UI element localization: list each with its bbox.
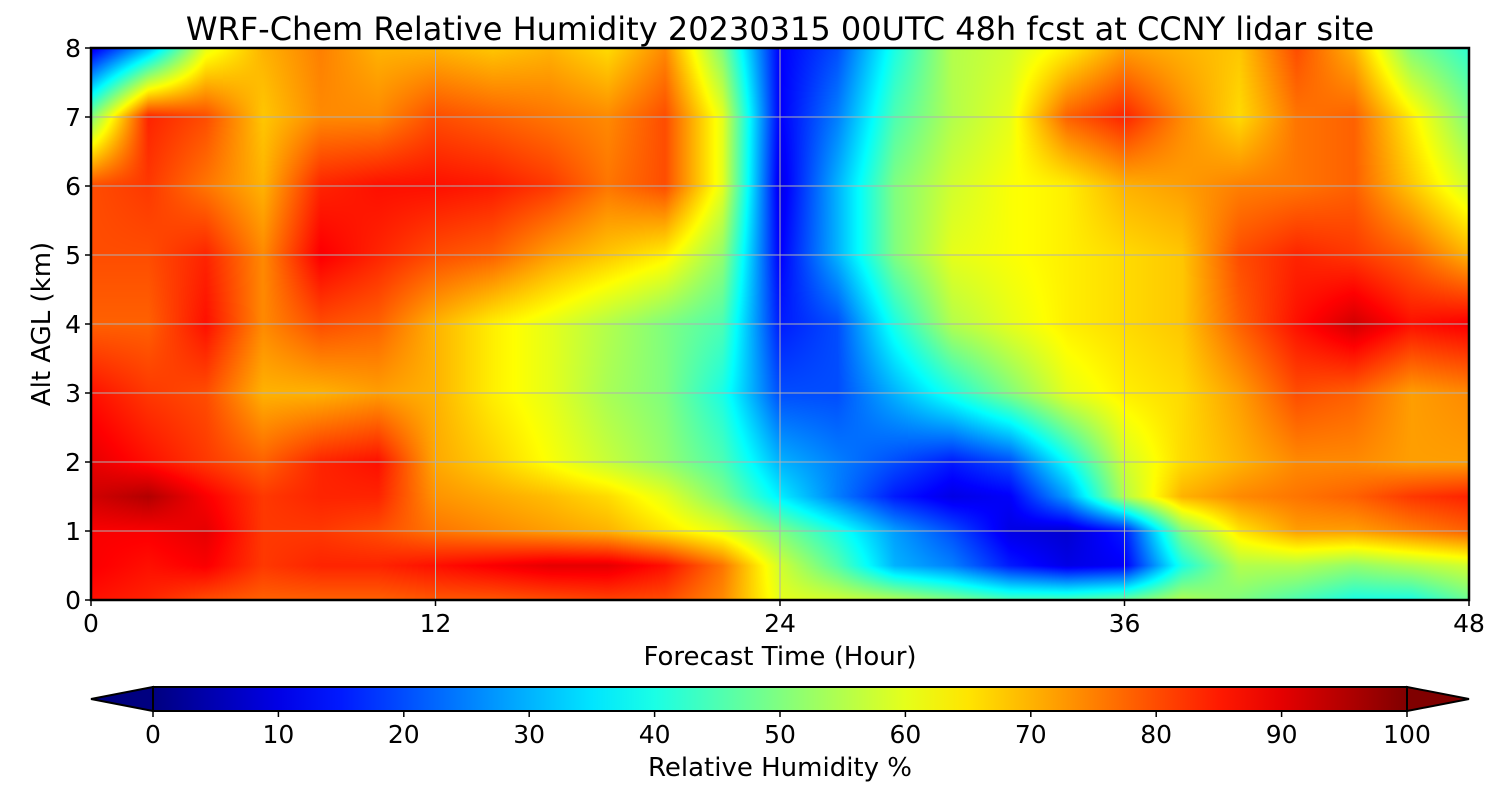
x-axis-label: Forecast Time (Hour)	[643, 642, 916, 672]
y-tick-label: 6	[65, 172, 81, 201]
colorbar-tick-label: 100	[1383, 720, 1431, 749]
chart-title: WRF-Chem Relative Humidity 20230315 00UT…	[186, 10, 1374, 48]
colorbar-ticks: 0 10 20 30 40 50 60 70 80 90 100	[145, 711, 1431, 749]
colorbar-tick-label: 40	[639, 720, 671, 749]
colorbar-tick-label: 20	[388, 720, 420, 749]
y-tick-label: 0	[65, 586, 81, 615]
y-axis-ticks: 0 1 2 3 4 5 6 7 8	[65, 34, 91, 615]
y-tick-label: 8	[65, 34, 81, 63]
y-tick-label: 4	[65, 310, 81, 339]
colorbar-tick-label: 0	[145, 720, 161, 749]
y-tick-label: 2	[65, 448, 81, 477]
x-tick-label: 12	[420, 609, 452, 638]
colorbar-tick-label: 70	[1015, 720, 1047, 749]
colorbar-tick-label: 90	[1266, 720, 1298, 749]
y-tick-label: 7	[65, 103, 81, 132]
colorbar	[152, 686, 1408, 712]
colorbar-tick-label: 50	[764, 720, 796, 749]
x-tick-label: 36	[1109, 609, 1141, 638]
y-tick-label: 1	[65, 517, 81, 546]
y-tick-label: 3	[65, 379, 81, 408]
x-tick-label: 0	[83, 609, 99, 638]
colorbar-tick-label: 60	[889, 720, 921, 749]
colorbar-tick-label: 10	[262, 720, 294, 749]
colorbar-tick-label: 30	[513, 720, 545, 749]
x-tick-label: 24	[764, 609, 796, 638]
x-tick-label: 48	[1453, 609, 1485, 638]
y-axis-label: Alt AGL (km)	[27, 242, 57, 406]
colorbar-label: Relative Humidity %	[648, 753, 912, 783]
colorbar-extend-low	[90, 685, 154, 713]
colorbar-extend-high	[1406, 685, 1470, 713]
x-axis-ticks: 0 12 24 36 48	[83, 600, 1485, 638]
y-tick-label: 5	[65, 241, 81, 270]
colorbar-tick-label: 80	[1140, 720, 1172, 749]
